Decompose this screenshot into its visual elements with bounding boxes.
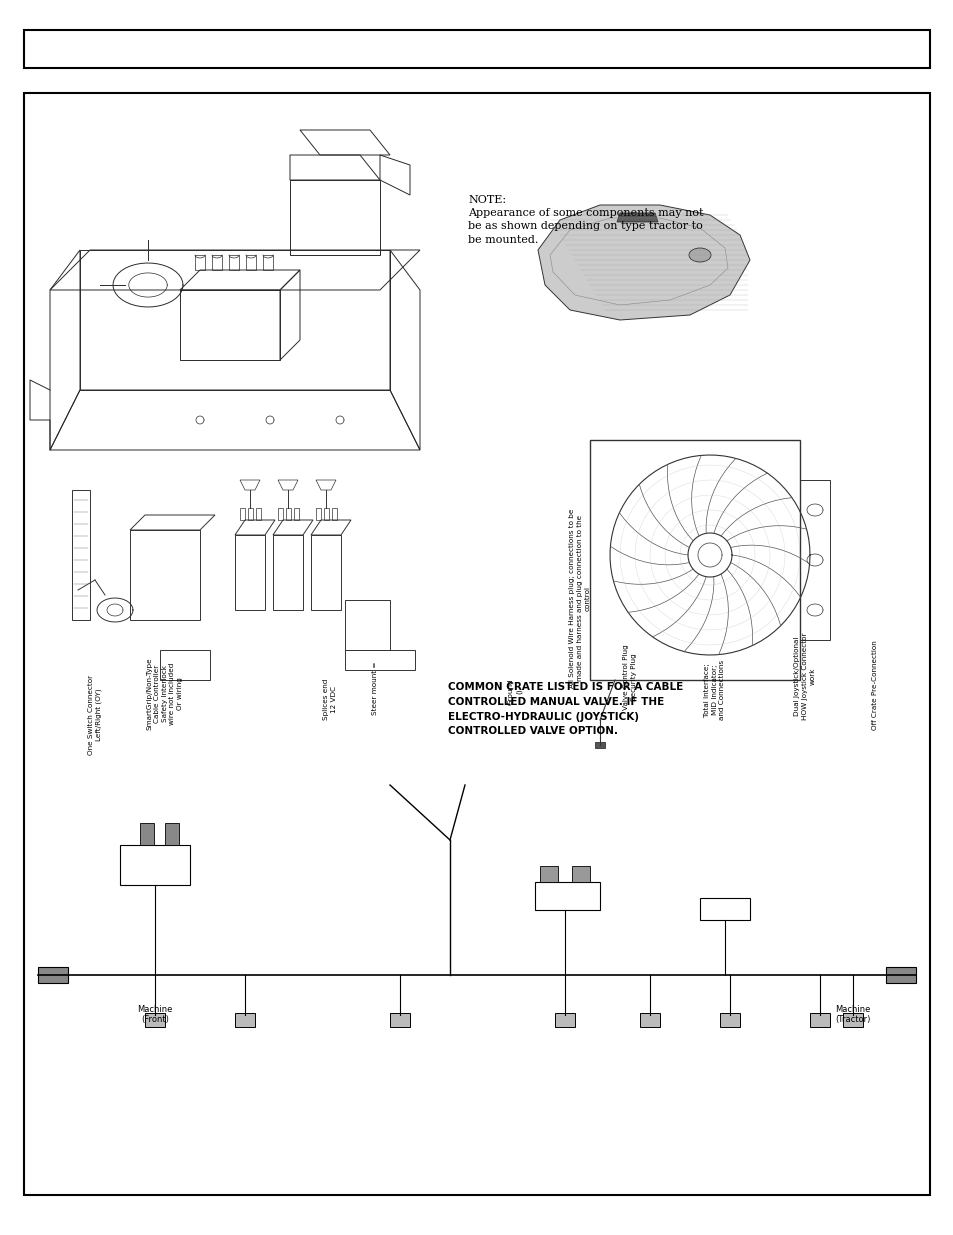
Bar [390,1013,410,1028]
Text: One Switch Connector
Left/Right (OY): One Switch Connector Left/Right (OY) [88,674,102,755]
Text: COMMON CRATE LISTED IS FOR A CABLE
CONTROLLED MANUAL VALVE. IF THE
ELECTRO-HYDRA: COMMON CRATE LISTED IS FOR A CABLE CONTR… [448,682,682,736]
Bar [555,1013,575,1028]
Polygon shape [617,212,658,222]
Text: Steer mount =: Steer mount = [372,662,377,715]
Bar [24,93,929,1195]
Bar [639,1013,659,1028]
Bar [165,823,179,845]
Bar [700,898,749,920]
Bar [140,823,153,845]
Bar [120,845,190,885]
Text: NOTE:
Appearance of some components may not
be as shown depending on type tracto: NOTE: Appearance of some components may … [468,195,702,245]
Bar [720,1013,740,1028]
Text: Valve Control Plug
Security Plug: Valve Control Plug Security Plug [622,645,636,710]
Ellipse shape [688,248,710,262]
Bar [539,866,558,882]
Text: Machine
(Tractor): Machine (Tractor) [835,1005,870,1024]
Bar [809,1013,829,1028]
Text: Dual Joystick/Optional
HOW Joystick Connector
work: Dual Joystick/Optional HOW Joystick Conn… [794,632,815,720]
Text: SmartGrip/Non-Type
Cable Controller
Safety Interlock
wire not included
Or wiring: SmartGrip/Non-Type Cable Controller Safe… [147,657,183,730]
Text: Ground
(): Ground () [507,678,521,705]
Bar [145,1013,165,1028]
Text: Total Interface;
MID Indicator;
and Connections: Total Interface; MID Indicator; and Conn… [703,659,724,720]
Text: Machine
(Front): Machine (Front) [137,1005,172,1024]
Polygon shape [595,742,604,748]
Bar [234,1013,254,1028]
Bar [885,967,915,983]
Text: Off Crate Pre-Connection: Off Crate Pre-Connection [871,640,877,730]
Polygon shape [537,205,749,320]
Text: All Solenoid Wire Harness plug; connections to be
made and harness and plug conn: All Solenoid Wire Harness plug; connecti… [569,509,590,688]
Text: Splices end
12 VDC: Splices end 12 VDC [323,678,336,720]
Bar [535,882,599,910]
Bar [572,866,589,882]
Bar [24,30,929,68]
Bar [38,967,68,983]
Bar [842,1013,862,1028]
